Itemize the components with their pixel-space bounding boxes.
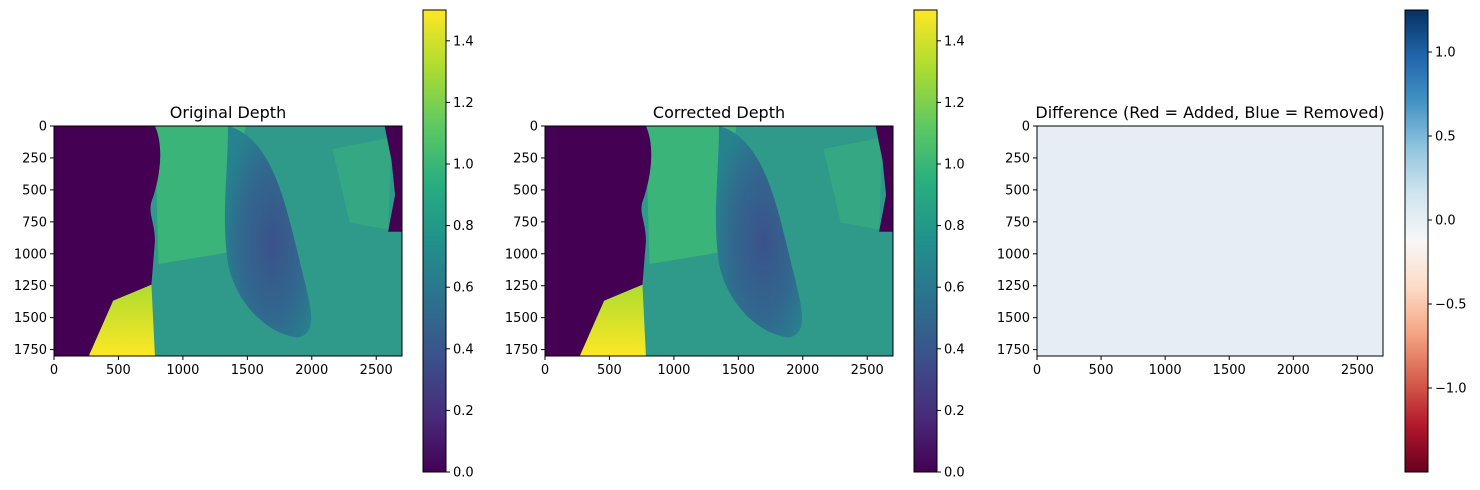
y-tick-label: 1250: [14, 279, 47, 294]
y-tick-label: 1500: [505, 311, 538, 326]
depth-right-edge: [875, 126, 893, 232]
y-tick-label: 0: [530, 120, 538, 135]
x-tick-label: 2000: [1277, 363, 1310, 378]
y-tick-label: 1500: [14, 311, 47, 326]
axes-frame: [1036, 125, 1384, 357]
x-tick-label: 0: [541, 363, 549, 378]
depth-image: [54, 126, 402, 356]
x-tick-label: 0: [1033, 363, 1041, 378]
depth-right-edge: [384, 126, 402, 232]
y-tick-label: 500: [22, 183, 47, 198]
y-tick-label: 750: [1005, 215, 1030, 230]
y-tick-label: 1750: [997, 343, 1030, 358]
colorbar-tick-label: 0.8: [944, 219, 965, 234]
x-tick-label: 1000: [1149, 363, 1182, 378]
y-tick-label: 750: [513, 215, 538, 230]
x-tick-label: 2500: [360, 363, 393, 378]
colorbar-tick-label: 1.2: [944, 96, 965, 111]
depth-zero-region: [54, 126, 161, 356]
subplot-2: Corrected Depth 0 500 1000 1500 2000 2500 0 250 5…: [505, 9, 965, 481]
colorbar-tick-label: 0.2: [944, 404, 965, 419]
colorbar-tick-label: 1.0: [1435, 46, 1456, 61]
colorbar-gradient: [913, 9, 938, 473]
y-tick-label: 1000: [997, 247, 1030, 262]
colorbar-tick-label: 1.0: [453, 158, 474, 173]
y-tick-label: 750: [22, 215, 47, 230]
y-tick-label: 500: [1005, 183, 1030, 198]
x-tick-label: 1500: [231, 363, 264, 378]
x-tick-label: 2500: [851, 363, 884, 378]
colorbar-tick-label: −0.5: [1435, 298, 1467, 313]
axes-frame: [53, 125, 403, 357]
depth-green-region: [154, 126, 246, 264]
chart-title: Corrected Depth: [653, 103, 785, 122]
x-tick-label: 2000: [295, 363, 328, 378]
x-tick-label: 1000: [166, 363, 199, 378]
y-tick-label: 1500: [997, 311, 1030, 326]
colorbar-tick-label: 1.4: [944, 34, 965, 49]
colorbar: 0.0 0.2 0.4 0.6 0.8 1.0 1.2 1.4: [422, 9, 474, 481]
colorbar: 0.0 0.2 0.4 0.6 0.8 1.0 1.2 1.4: [913, 9, 965, 481]
colorbar-tick-label: 0.6: [453, 281, 474, 296]
colorbar-tick-label: 1.2: [453, 96, 474, 111]
colorbar-gradient: [1404, 9, 1429, 473]
depth-right-region: [332, 137, 392, 230]
y-tick-label: 500: [513, 183, 538, 198]
depth-image: [545, 126, 893, 356]
x-tick-label: 0: [50, 363, 58, 378]
colorbar-tick-label: 0.0: [453, 466, 474, 481]
x-tick-label: 500: [597, 363, 622, 378]
colorbar-tick-label: 0.6: [944, 281, 965, 296]
depth-blue-blob: [224, 126, 312, 338]
colorbar: −1.0 −0.5 0.0 0.5 1.0: [1404, 9, 1467, 473]
depth-blue-blob: [715, 126, 803, 338]
depth-zero-region: [545, 126, 652, 356]
y-tick-label: 250: [1005, 151, 1030, 166]
depth-right-region: [823, 137, 883, 230]
x-tick-label: 1500: [722, 363, 755, 378]
y-tick-label: 1000: [14, 247, 47, 262]
colorbar-gradient: [422, 9, 447, 473]
y-tick-label: 250: [513, 151, 538, 166]
chart-title: Difference (Red = Added, Blue = Removed): [1035, 103, 1384, 122]
subplot-3: Difference (Red = Added, Blue = Removed)…: [997, 9, 1467, 473]
x-tick-label: 2000: [786, 363, 819, 378]
x-tick-label: 500: [1089, 363, 1114, 378]
colorbar-tick-label: 0.4: [453, 342, 474, 357]
colorbar-tick-label: 0.2: [453, 404, 474, 419]
y-tick-label: 1750: [14, 343, 47, 358]
y-tick-label: 250: [22, 151, 47, 166]
depth-near-wedge: [88, 284, 155, 356]
axes-frame: [544, 125, 894, 357]
colorbar-tick-label: 0.0: [1435, 214, 1456, 229]
x-tick-label: 2500: [1341, 363, 1374, 378]
colorbar-tick-label: 1.4: [453, 34, 474, 49]
colorbar-tick-label: 0.8: [453, 219, 474, 234]
y-tick-label: 1750: [505, 343, 538, 358]
x-tick-label: 1500: [1213, 363, 1246, 378]
y-tick-label: 1250: [997, 279, 1030, 294]
colorbar-tick-label: 0.4: [944, 342, 965, 357]
x-tick-label: 1000: [657, 363, 690, 378]
colorbar-tick-label: 1.0: [944, 158, 965, 173]
y-tick-label: 1000: [505, 247, 538, 262]
depth-green-region: [645, 126, 737, 264]
chart-title: Original Depth: [170, 103, 286, 122]
depth-near-wedge: [579, 284, 646, 356]
colorbar-tick-label: −1.0: [1435, 382, 1467, 397]
x-tick-label: 500: [106, 363, 131, 378]
difference-image: [1037, 126, 1383, 356]
y-tick-label: 0: [39, 120, 47, 135]
colorbar-tick-label: 0.0: [944, 466, 965, 481]
y-tick-label: 0: [1022, 120, 1030, 135]
subplot-1: Original Depth 0 500 1000 1500 2000 2500 0 250 50…: [14, 9, 474, 481]
colorbar-tick-label: 0.5: [1435, 130, 1456, 145]
y-tick-label: 1250: [505, 279, 538, 294]
